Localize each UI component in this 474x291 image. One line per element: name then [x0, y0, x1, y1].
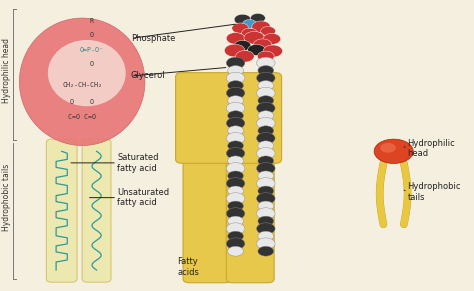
Circle shape: [258, 111, 273, 120]
Circle shape: [263, 45, 283, 57]
Circle shape: [226, 33, 245, 44]
FancyBboxPatch shape: [175, 73, 282, 163]
Circle shape: [258, 171, 273, 181]
Circle shape: [258, 231, 273, 241]
Circle shape: [380, 143, 396, 153]
Circle shape: [256, 117, 275, 129]
Ellipse shape: [48, 40, 126, 106]
Circle shape: [226, 102, 245, 114]
Circle shape: [226, 57, 245, 69]
Text: Fatty
acids: Fatty acids: [177, 258, 200, 277]
Circle shape: [226, 163, 245, 174]
Circle shape: [256, 178, 275, 189]
Circle shape: [226, 117, 245, 129]
Circle shape: [226, 208, 245, 219]
Circle shape: [256, 102, 275, 114]
Circle shape: [258, 81, 273, 91]
Text: CH₂-CH-CH₂: CH₂-CH-CH₂: [62, 82, 102, 88]
Circle shape: [256, 57, 275, 69]
Circle shape: [258, 126, 273, 136]
Ellipse shape: [19, 18, 145, 146]
Circle shape: [244, 31, 264, 44]
Circle shape: [256, 193, 275, 204]
Circle shape: [256, 72, 275, 84]
FancyBboxPatch shape: [82, 139, 111, 282]
Circle shape: [374, 139, 413, 164]
Circle shape: [258, 65, 273, 75]
Circle shape: [252, 21, 271, 33]
Text: O: O: [90, 33, 93, 38]
Circle shape: [224, 44, 245, 57]
Circle shape: [228, 111, 244, 120]
Circle shape: [258, 186, 273, 196]
Text: Unsaturated
fatty acid: Unsaturated fatty acid: [117, 188, 169, 207]
Circle shape: [226, 193, 245, 204]
Circle shape: [258, 156, 273, 166]
Circle shape: [234, 14, 251, 25]
Circle shape: [228, 126, 244, 136]
Text: Hydrophobic
tails: Hydrophobic tails: [408, 182, 461, 202]
Circle shape: [256, 148, 275, 159]
FancyBboxPatch shape: [226, 118, 274, 283]
Circle shape: [226, 72, 245, 84]
Circle shape: [242, 28, 257, 38]
FancyBboxPatch shape: [46, 139, 77, 282]
Text: Hydrophilic
head: Hydrophilic head: [408, 139, 456, 158]
Circle shape: [228, 81, 244, 91]
Circle shape: [228, 231, 244, 241]
Circle shape: [250, 13, 265, 23]
Circle shape: [257, 51, 274, 61]
Circle shape: [228, 246, 244, 256]
Circle shape: [256, 223, 275, 235]
Circle shape: [243, 19, 256, 28]
Circle shape: [226, 223, 245, 235]
Circle shape: [228, 141, 244, 151]
Circle shape: [228, 96, 244, 106]
Circle shape: [232, 23, 248, 33]
Circle shape: [256, 132, 275, 144]
Circle shape: [256, 208, 275, 219]
Circle shape: [248, 45, 265, 55]
Circle shape: [236, 51, 254, 62]
Circle shape: [256, 238, 275, 249]
Circle shape: [226, 148, 245, 159]
Circle shape: [263, 33, 281, 45]
Circle shape: [226, 87, 245, 99]
Circle shape: [228, 171, 244, 181]
Text: O    O: O O: [70, 99, 94, 105]
FancyBboxPatch shape: [183, 118, 231, 283]
Circle shape: [258, 216, 273, 226]
Circle shape: [226, 178, 245, 189]
Text: Hydrophilic head: Hydrophilic head: [2, 38, 11, 103]
Circle shape: [258, 141, 273, 151]
Circle shape: [234, 40, 251, 51]
Text: C=O C=O: C=O C=O: [68, 113, 96, 120]
Circle shape: [228, 65, 244, 75]
Circle shape: [253, 39, 272, 51]
Text: Saturated
fatty acid: Saturated fatty acid: [117, 153, 158, 173]
Circle shape: [228, 216, 244, 226]
Text: Glycerol: Glycerol: [131, 72, 165, 81]
Circle shape: [261, 26, 275, 36]
Circle shape: [228, 201, 244, 211]
Circle shape: [228, 156, 244, 166]
Circle shape: [258, 201, 273, 211]
Circle shape: [228, 186, 244, 196]
Circle shape: [258, 246, 273, 256]
Circle shape: [256, 87, 275, 99]
Text: Phosphate: Phosphate: [131, 34, 175, 43]
Circle shape: [226, 132, 245, 144]
Circle shape: [226, 238, 245, 249]
Text: R: R: [90, 18, 93, 24]
Circle shape: [256, 163, 275, 174]
Text: Hydrophobic tails: Hydrophobic tails: [2, 164, 11, 231]
Text: O: O: [90, 61, 93, 68]
Circle shape: [258, 96, 273, 106]
Text: O=P-O⁻: O=P-O⁻: [80, 47, 103, 53]
